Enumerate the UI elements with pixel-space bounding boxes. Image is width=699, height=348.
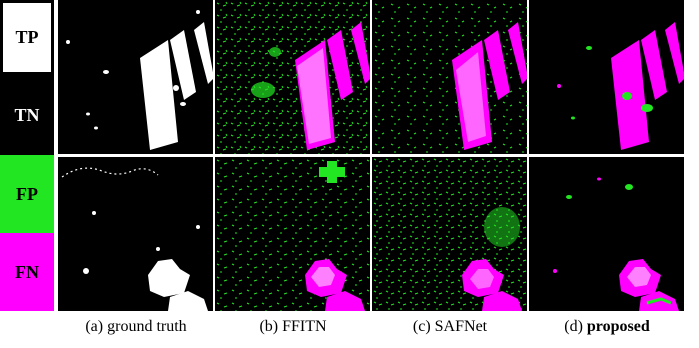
legend-true-negative: TN — [0, 75, 54, 155]
proposed-map-2 — [529, 157, 684, 311]
legend-true-positive: TP — [0, 0, 54, 75]
legend-false-positive: FP — [0, 155, 54, 233]
caption-a-text: ground truth — [107, 318, 187, 335]
caption-d: (d) proposed — [527, 318, 687, 336]
safnet-map-2 — [372, 157, 527, 311]
panel-row1-safnet — [372, 0, 527, 154]
panel-row1-ground-truth — [58, 0, 213, 154]
ground-truth-map-1 — [58, 0, 213, 154]
panel-row2-proposed — [529, 157, 684, 311]
ground-truth-map-2 — [58, 157, 213, 311]
legend-fn-label: FN — [15, 261, 39, 282]
safnet-map-1 — [372, 0, 527, 154]
caption-b-text: FFITN — [282, 318, 327, 335]
proposed-map-1 — [529, 0, 684, 154]
caption-d-text: proposed — [586, 318, 650, 335]
caption-b: (b) FFITN — [213, 318, 373, 336]
ffitn-map-2 — [215, 157, 370, 311]
ffitn-map-1 — [215, 0, 370, 154]
caption-d-prefix: (d) — [564, 318, 583, 335]
panel-row2-safnet — [372, 157, 527, 311]
legend-tp-label: TP — [15, 27, 39, 47]
caption-c: (c) SAFNet — [370, 318, 530, 336]
legend-tn-label: TN — [14, 104, 40, 125]
caption-b-prefix: (b) — [259, 318, 279, 335]
panel-row1-ffitn — [215, 0, 370, 154]
caption-c-prefix: (c) — [412, 318, 431, 335]
legend-fp-label: FP — [16, 183, 38, 204]
legend-false-negative: FN — [0, 233, 54, 311]
caption-c-text: SAFNet — [434, 318, 488, 335]
caption-a: (a) ground truth — [56, 318, 216, 336]
panel-row2-ground-truth — [58, 157, 213, 311]
caption-a-prefix: (a) — [85, 318, 104, 335]
panel-row2-ffitn — [215, 157, 370, 311]
panel-row1-proposed — [529, 0, 684, 154]
